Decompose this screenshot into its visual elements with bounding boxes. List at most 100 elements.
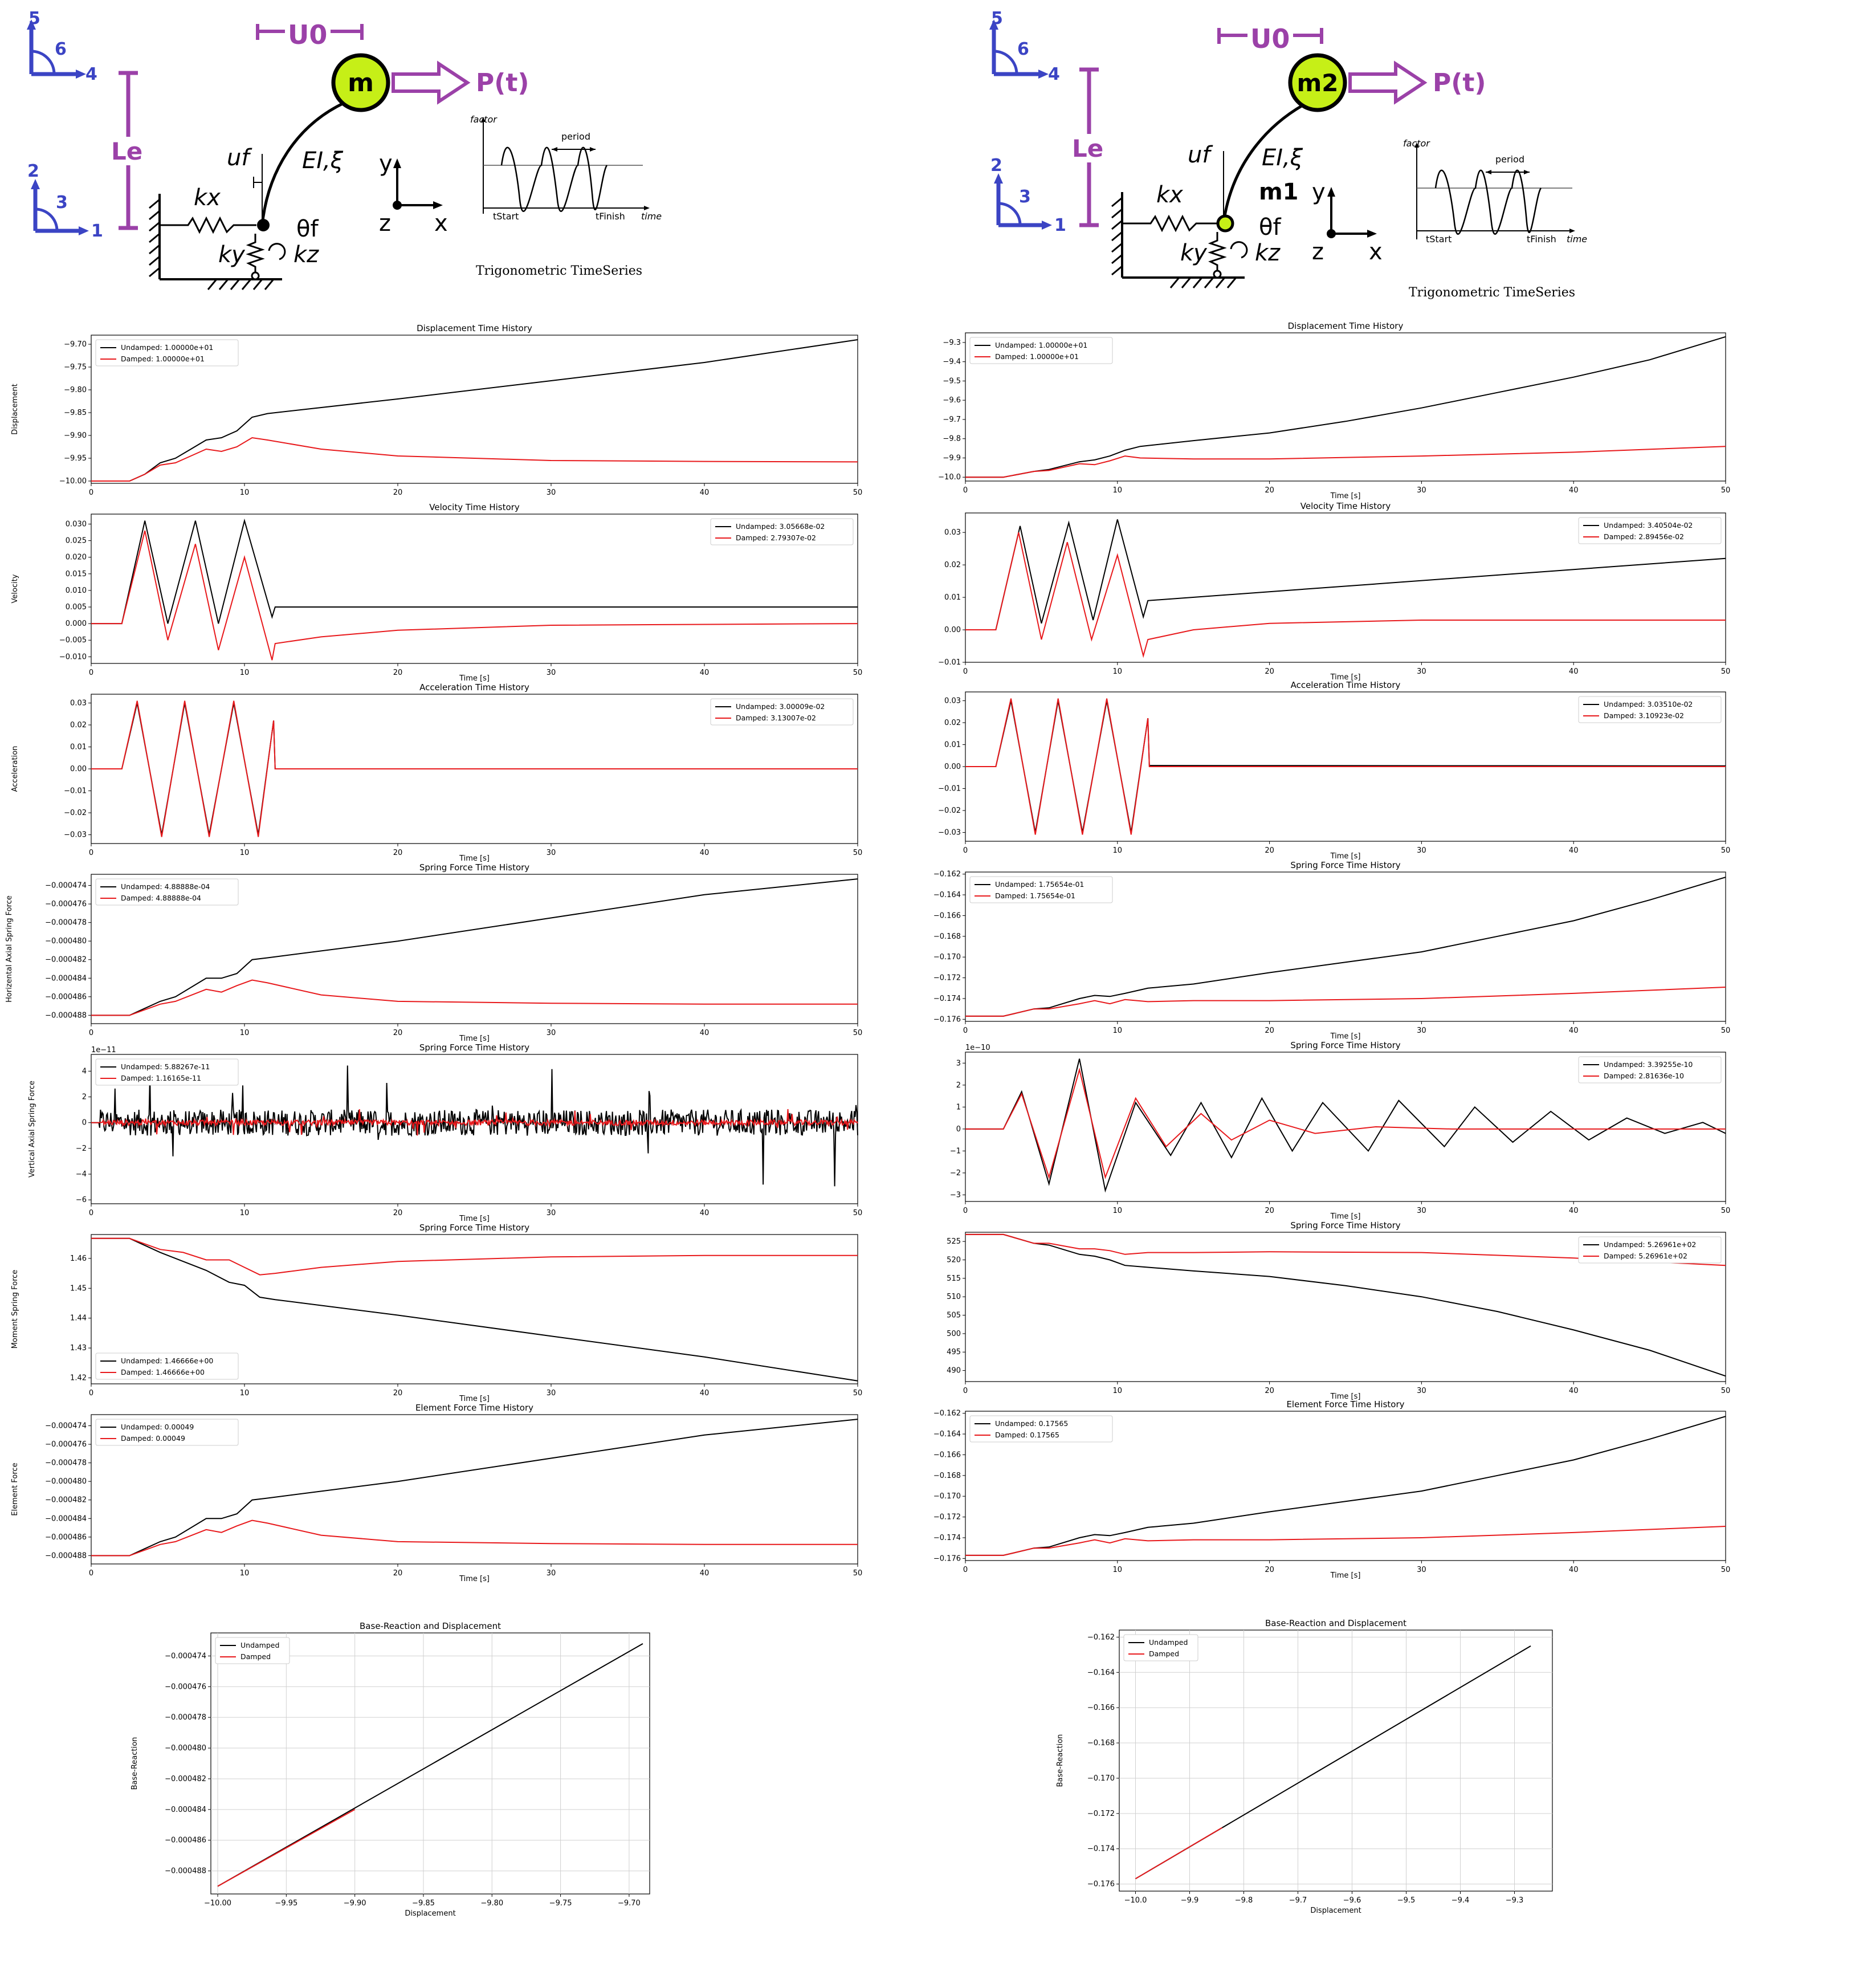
y-tick-label: −0.168 (933, 932, 961, 941)
legend: Undamped: 4.88888e-04 Damped: 4.88888e-04 (95, 878, 239, 906)
chart-title: Displacement Time History (417, 323, 532, 333)
y-axis-label: y (1312, 179, 1326, 205)
y-tick-label: −0.01 (64, 787, 87, 796)
series-line (91, 878, 858, 1016)
x-tick-label: 0 (963, 1026, 968, 1035)
y-tick-label: −0.176 (1087, 1880, 1115, 1889)
series-line (91, 339, 858, 482)
x-tick-label: 0 (963, 846, 968, 855)
y-tick-label: −0.174 (1087, 1845, 1115, 1853)
y-tick-label: −6 (76, 1196, 87, 1204)
x-tick-label: 50 (1721, 667, 1731, 676)
right-column: 5 6 4 2 3 1 Le U0 (926, 0, 1851, 1988)
legend-entry: Damped: 3.10923e-02 (1604, 711, 1684, 720)
y-tick-label: −0.000474 (45, 1422, 87, 1431)
node-mass-label: m1 (1259, 179, 1299, 205)
y-tick-label: 0 (82, 1119, 87, 1127)
x-tick-label: 40 (700, 1209, 710, 1217)
legend-box (95, 1353, 239, 1380)
legend: Undamped: 0.17565 Damped: 0.17565 (969, 1415, 1113, 1443)
dof-axes-upper: 5 6 4 (27, 9, 97, 84)
y-tick-label: 525 (947, 1237, 961, 1246)
chart-panel: Base-Reaction and Displacement −10.0 −9.9 −… (1056, 1618, 1553, 1915)
ei-label: EI,ξ (1262, 145, 1303, 171)
y-tick-label: −0.000482 (45, 956, 87, 964)
y-tick-label: −9.9 (943, 454, 961, 462)
legend-entry: Undamped (240, 1641, 279, 1649)
legend-entry: Undamped: 0.17565 (995, 1419, 1068, 1428)
y-tick-label: 1.45 (70, 1284, 87, 1293)
y-tick-label: −9.7 (943, 415, 961, 424)
y-tick-label: −0.000478 (45, 919, 87, 927)
x-axis-label: Time [s] (1330, 1212, 1361, 1221)
y-tick-label: 490 (947, 1367, 961, 1375)
chart-panel: Spring Force Time History 0 10 20 30 40 50 1.46… (11, 1223, 862, 1403)
y-tick-label: −10.00 (59, 477, 87, 486)
x-tick-label: 20 (1265, 1207, 1274, 1215)
x-axis-label: Time [s] (459, 1034, 490, 1043)
chart-panel: Acceleration Time History 0 10 20 30 40 50 0.03… (11, 682, 862, 863)
ts-time-label: time (1567, 234, 1587, 245)
y-tick-label: 1 (956, 1103, 961, 1111)
y-tick-label: −0.000478 (45, 1459, 87, 1468)
legend: Undamped: 3.00009e-02 Damped: 3.13007e-02 (710, 698, 854, 726)
ts-finish-label: tFinish (1527, 234, 1556, 245)
x-tick-label: 50 (853, 669, 863, 677)
y-axis-label: Base-Reaction (1056, 1734, 1065, 1787)
x-tick-label: −9.3 (1506, 1896, 1524, 1905)
legend: Undamped: 1.00000e+01 Damped: 1.00000e+01 (95, 339, 239, 366)
x-tick-label: −10.0 (1124, 1896, 1147, 1905)
y-tick-label: −0.170 (1087, 1774, 1115, 1783)
x-tick-label: 30 (547, 488, 556, 497)
series-line (91, 700, 858, 837)
x-tick-label: 20 (393, 488, 403, 497)
x-axis-label: Time [s] (459, 1575, 490, 1583)
y-tick-label: 0.03 (944, 696, 961, 705)
y-tick-label: 0.01 (944, 593, 961, 602)
x-tick-label: 20 (1265, 1387, 1274, 1395)
y-tick-label: −1 (950, 1147, 961, 1155)
y-tick-label: 0.00 (70, 765, 87, 773)
y-tick-label: 0.02 (944, 561, 961, 569)
legend-entry: Undamped: 3.00009e-02 (736, 702, 825, 711)
series-line (965, 1067, 1726, 1180)
series-line (965, 1526, 1726, 1556)
x-tick-label: 40 (700, 488, 710, 497)
chart-panel: Element Force Time History 0 10 20 30 40 50 −0.… (11, 1403, 862, 1583)
dof4-label: 4 (85, 64, 97, 84)
series-line (965, 1233, 1726, 1377)
legend-entry: Undamped: 1.00000e+01 (995, 341, 1087, 349)
x-tick-label: 30 (1417, 1387, 1426, 1395)
y-tick-label: −2 (76, 1144, 87, 1153)
legend-entry: Damped: 5.26961e+02 (1604, 1252, 1687, 1260)
y-tick-label: −0.000482 (45, 1496, 87, 1505)
x-tick-label: −9.6 (1343, 1896, 1361, 1905)
y-tick-label: 510 (947, 1293, 961, 1301)
y-tick-label: 500 (947, 1330, 961, 1338)
chart-title: Spring Force Time History (419, 1042, 529, 1053)
y-tick-label: −0.168 (933, 1472, 961, 1480)
x-tick-label: 50 (853, 849, 863, 857)
y-axis-label: Element Force (11, 1463, 19, 1516)
y-tick-label: −0.164 (933, 1430, 961, 1439)
timeseries-inset: period factor tStart tFinish time Trigon… (1403, 138, 1587, 300)
y-tick-label: −0.164 (933, 891, 961, 899)
x-tick-label: 10 (1113, 1387, 1123, 1395)
dof5-label: 5 (991, 9, 1003, 28)
column-structure: m2 P(t) m1 uf kx ky kz θf EI,ξ (1111, 53, 1486, 288)
x-tick-label: 40 (1569, 667, 1579, 676)
legend: Undamped: 0.00049 Damped: 0.00049 (95, 1419, 239, 1446)
legend: Undamped: 3.05668e-02 Damped: 2.79307e-02 (710, 518, 854, 545)
y-tick-label: −0.000480 (45, 937, 87, 946)
y-tick-label: −0.174 (933, 995, 961, 1003)
x-tick-label: 10 (240, 1389, 250, 1398)
y-tick-label: −9.85 (64, 409, 87, 417)
y-tick-label: −0.000476 (165, 1683, 206, 1691)
y-tick-label: −0.005 (59, 636, 87, 645)
y-tick-label: 505 (947, 1311, 961, 1320)
y-tick-label: 0.02 (70, 721, 87, 730)
x-axis-label: Time [s] (459, 674, 490, 683)
x-tick-label: −9.7 (1289, 1896, 1307, 1905)
x-tick-label: 10 (1113, 667, 1123, 676)
